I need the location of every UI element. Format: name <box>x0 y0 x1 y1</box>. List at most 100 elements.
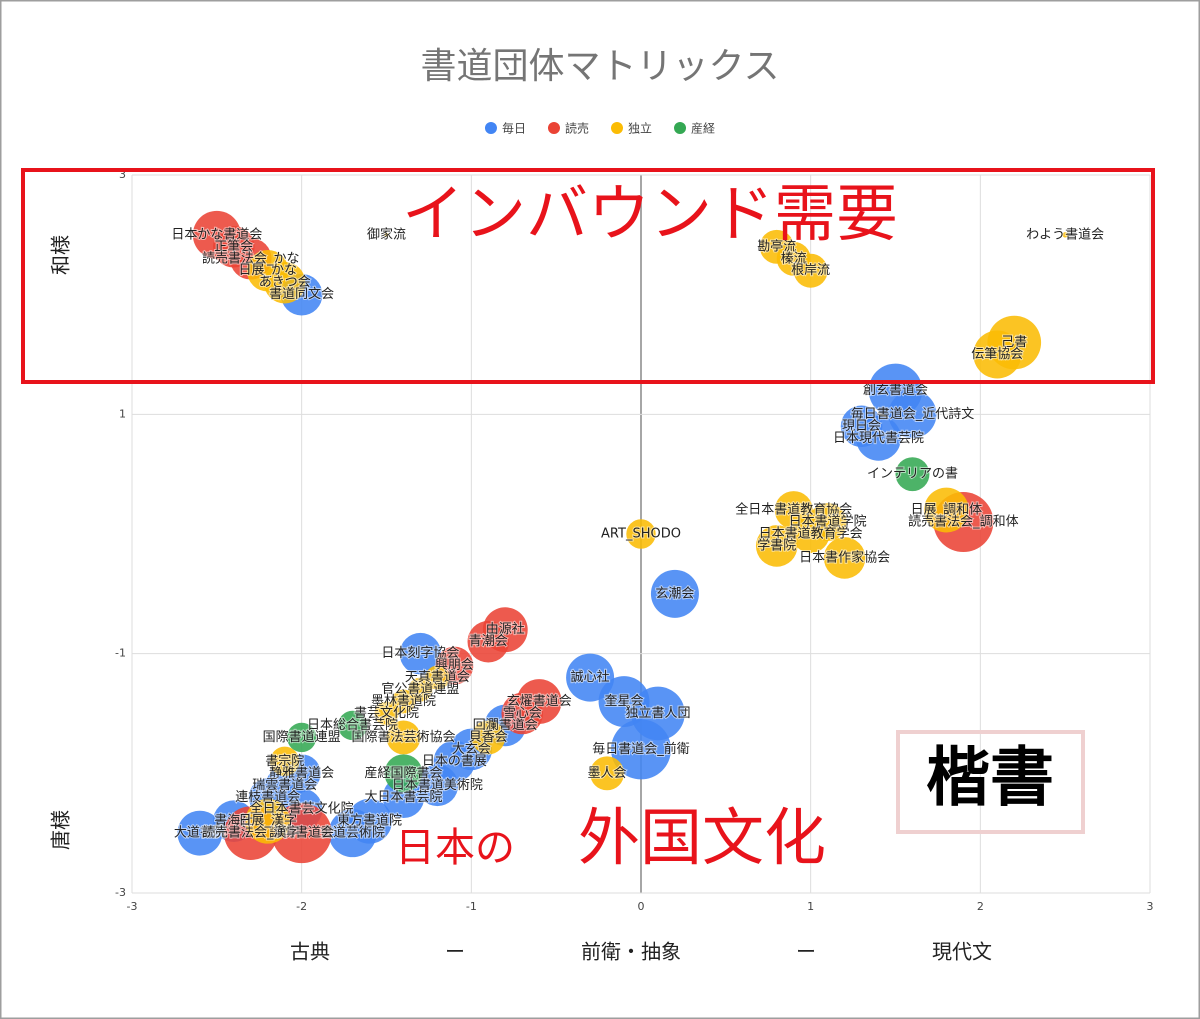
bubble-label: 書海社 <box>214 813 253 829</box>
bubble-label: 東方書道院 <box>337 813 402 829</box>
bubble <box>384 232 389 237</box>
legend-item: 毎日 <box>484 121 526 136</box>
bubble-label: 日本書作家協会 <box>799 549 890 565</box>
x-tick-label: -2 <box>296 900 307 913</box>
annotation: 楷書 <box>926 742 1054 816</box>
bubble-label: 官公書道連盟 <box>381 681 459 697</box>
bubble-label: わよう書道会 <box>1026 227 1104 242</box>
bubble <box>823 537 866 579</box>
bubble <box>791 515 830 553</box>
x-tick-label: -3 <box>127 900 138 913</box>
bubble-label: 読売書法会_調和体 <box>908 514 1019 530</box>
bubble-label: 国際書法芸術協会 <box>351 729 455 745</box>
bubble-label: 連枝書道会 <box>235 790 300 805</box>
legend-label: 産経 <box>691 121 715 136</box>
bubble-label: 玄燿書道会 <box>507 694 572 709</box>
x-axis-note: ー <box>445 940 465 964</box>
bubble-label: 興朋会 <box>435 658 474 673</box>
y-tick-label: -3 <box>115 886 126 899</box>
x-tick-label: 1 <box>807 900 814 913</box>
bubble-label: 伝筆協会 <box>971 347 1023 362</box>
bubble <box>793 253 828 288</box>
bubble-label: 雪心会 <box>503 706 542 721</box>
bubble-label: 書道同文会 <box>269 287 334 302</box>
bubble-label: 国際書道連盟 <box>263 730 341 745</box>
bubble-label: 根岸流 <box>791 263 830 278</box>
bubble <box>391 689 416 714</box>
legend-label: 読売 <box>565 121 589 136</box>
bubble-label: 日展_調和体 <box>911 503 983 518</box>
bubble <box>888 390 937 439</box>
legend-item: 読売 <box>547 121 589 136</box>
bubble-label: 榛流 <box>781 251 807 266</box>
bubble-label: 己書 <box>1001 335 1027 350</box>
y-tick-label: 3 <box>119 168 126 181</box>
x-axis-note: 前衛・抽象 <box>581 940 681 964</box>
bubble <box>471 720 506 755</box>
bubble <box>399 632 442 675</box>
bubble-label: 毎日書道会_近代詩文 <box>851 406 975 422</box>
bubble-label: 読売書法会_漢字 <box>202 825 300 841</box>
bubble-label: 産経国際書会 <box>364 765 442 781</box>
y-axis-note: 唐様 <box>49 810 73 850</box>
bubble-label: 由源社 <box>486 621 525 637</box>
bubble <box>374 701 399 726</box>
bubble <box>590 756 625 791</box>
bubble-label: 日本現代書芸院 <box>833 430 924 446</box>
kaisho-box <box>896 730 1085 834</box>
bubble-label: 創玄書道会 <box>863 383 928 398</box>
legend: 毎日 読売 独立 産経 <box>484 121 715 136</box>
bubble <box>923 487 969 533</box>
bubble-label: 全日本書芸文化院 <box>250 801 354 817</box>
bubble <box>328 809 377 858</box>
bubble <box>408 677 433 702</box>
bubble <box>386 720 421 755</box>
bubble-label: あきつ会 <box>259 275 311 290</box>
bubble-label: 日展_かな <box>238 263 297 278</box>
bubble-label: 学書院 <box>757 537 796 553</box>
annotation: インバウンド需要 <box>402 177 898 250</box>
bubble-label: 青潮会 <box>469 634 508 649</box>
bubble <box>650 569 699 618</box>
bubble-label: 大日本書芸院 <box>364 789 442 805</box>
bubble-label: 瑞雲書道会 <box>252 778 317 793</box>
bubble <box>337 710 368 741</box>
bubble <box>286 722 317 753</box>
bubble-label: 書芸文化院 <box>354 705 419 721</box>
bubble-label: 御家流 <box>367 226 406 242</box>
annotation: 外国文化 <box>578 801 826 874</box>
bubble-label: インテリアの書 <box>867 467 958 482</box>
legend-swatch <box>674 122 687 134</box>
bubble-label: 日本書道学院 <box>789 514 867 530</box>
bubble-label: 日本の書展 <box>422 754 487 769</box>
bubble <box>856 415 901 461</box>
bubble-label: 日本刻字協会 <box>381 646 459 661</box>
legend-swatch <box>611 122 623 134</box>
y-tick-label: -1 <box>115 647 126 660</box>
bubble-label: 貝香会 <box>469 730 508 745</box>
bubble-label: 玄潮会 <box>655 586 694 601</box>
bubble-label: 毎日書道会_前衛 <box>592 741 690 757</box>
x-axis-note: ー <box>796 940 816 964</box>
bubble-label: 誠心社 <box>571 669 610 685</box>
bubble-label: 静雅書道会 <box>269 766 334 781</box>
bubbles <box>177 210 1068 864</box>
legend-swatch <box>484 122 497 134</box>
bubble-label: 書宗院 <box>265 753 304 769</box>
legend-item: 産経 <box>674 121 715 136</box>
bubble <box>416 764 459 807</box>
bubble <box>263 261 306 304</box>
bubble <box>626 519 656 549</box>
bubble-label: 日展_漢字 <box>238 814 297 829</box>
annotation: 日本の <box>395 825 515 871</box>
x-tick-label: -1 <box>466 900 477 913</box>
bubble-label: ART_SHODO <box>601 527 681 542</box>
legend-label: 毎日 <box>502 121 526 136</box>
bubble-label: 日本書道教育学会 <box>759 526 863 542</box>
bubble <box>1062 232 1068 238</box>
bubble-labels: 書道同文会創玄書道会毎日書道会_近代詩文現日会日本現代書芸院玄潮会日本刻字協会誠… <box>170 225 1105 841</box>
bubble <box>425 665 450 690</box>
bubble-label: 日本かな書道会 <box>171 227 262 242</box>
